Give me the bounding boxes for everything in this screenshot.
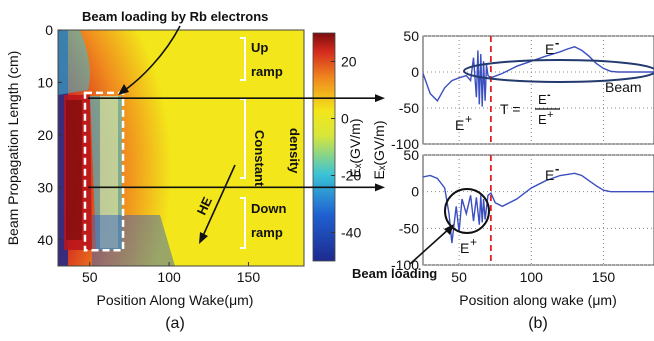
panel-a-axes: 50 100 150 0 10 20 30 40 bbox=[37, 22, 260, 285]
panel-b-ylabel: Eₓ(GV/m) bbox=[371, 120, 387, 179]
x-tick-label: 100 bbox=[157, 269, 181, 285]
colorbar-tick-label: -40 bbox=[341, 225, 361, 241]
beam-loading-label: Beam loading bbox=[352, 266, 437, 281]
x-tick-label: 100 bbox=[520, 269, 544, 285]
lineout-bottom-series bbox=[423, 172, 654, 244]
y-tick-label: 0 bbox=[45, 22, 53, 38]
constant-label-2: density bbox=[287, 128, 302, 174]
panel-b-letter: (b) bbox=[528, 315, 548, 332]
down-ramp-shade bbox=[92, 215, 175, 266]
x-tick-label: 50 bbox=[82, 269, 98, 285]
lineout-bottom-frame bbox=[422, 154, 654, 266]
beam-loading-arrowhead bbox=[444, 224, 454, 235]
x-tick-label: 50 bbox=[451, 269, 467, 285]
panel-b-xlabel: Position along wake (μm) bbox=[459, 292, 616, 308]
bottom-e-plus: E bbox=[460, 240, 469, 256]
beam-loading-title: Beam loading by Rb electrons bbox=[82, 9, 268, 24]
cut-arrowhead bbox=[375, 94, 385, 103]
x-tick-label: 150 bbox=[237, 269, 261, 285]
plasma-core-dark bbox=[66, 100, 82, 240]
y-tick-label: -50 bbox=[399, 100, 419, 116]
heatmap-frame bbox=[57, 29, 305, 267]
colorbar-ticks: 20 0 -20 -40 bbox=[331, 54, 361, 241]
cut-arrowhead bbox=[375, 183, 385, 192]
y-tick-label: 10 bbox=[37, 74, 53, 90]
beam-ellipse bbox=[463, 59, 654, 83]
bottom-e-plus-sup: + bbox=[470, 235, 477, 249]
top-e-minus-sup: - bbox=[555, 35, 559, 50]
panel-a-xlabel: Position Along Wake(μm) bbox=[97, 292, 254, 308]
cut-lines bbox=[88, 94, 385, 192]
wake-left-blue bbox=[58, 30, 68, 266]
up-ramp-label-1: Up bbox=[251, 40, 268, 55]
up-ramp-label-2: ramp bbox=[251, 64, 283, 79]
y-tick-label: 0 bbox=[411, 64, 419, 80]
ratio-num-sup: - bbox=[547, 89, 551, 101]
lineout-top-frame bbox=[422, 35, 654, 145]
top-e-minus: E bbox=[545, 41, 554, 57]
colorbar-tick-label: 0 bbox=[341, 111, 349, 127]
colorbar-tick-label: -20 bbox=[341, 168, 361, 184]
bottom-e-minus-sup: - bbox=[555, 161, 559, 176]
beam-loading-circle bbox=[444, 188, 490, 234]
colorbar bbox=[312, 32, 336, 262]
y-tick-label: 50 bbox=[403, 28, 419, 44]
bottom-e-minus: E bbox=[545, 167, 554, 183]
region-bracket bbox=[240, 37, 246, 249]
y-tick-label: -50 bbox=[399, 220, 419, 236]
ratio-den: E bbox=[538, 112, 547, 127]
top-e-plus: E bbox=[455, 117, 464, 133]
x-tick-label: 150 bbox=[592, 269, 616, 285]
panel-a: 50 100 150 0 10 20 30 40 20 0 -20 -40 Up ramp Cons… bbox=[5, 9, 363, 332]
y-tick-label: 20 bbox=[37, 127, 53, 143]
down-ramp-label-1: Down bbox=[251, 201, 286, 216]
he-label: HE bbox=[194, 194, 215, 217]
title-arrowhead bbox=[118, 84, 129, 95]
beam-loading-box bbox=[83, 91, 125, 252]
transformer-t: T = bbox=[500, 101, 520, 117]
panel-a-letter: (a) bbox=[165, 315, 185, 332]
ratio-num: E bbox=[538, 92, 547, 107]
beam-label: Beam bbox=[605, 79, 642, 95]
he-arrowhead bbox=[199, 232, 208, 244]
down-ramp-label-2: ramp bbox=[251, 225, 283, 240]
ratio-den-sup: + bbox=[547, 109, 553, 121]
y-tick-label: -100 bbox=[391, 136, 419, 152]
beam-loading-arrow bbox=[409, 227, 451, 265]
title-arrow bbox=[121, 25, 181, 93]
colorbar-tick-label: 20 bbox=[341, 54, 357, 70]
y-tick-label: 0 bbox=[411, 184, 419, 200]
colorbar-label: Eₓ(GV/m) bbox=[347, 118, 363, 177]
y-tick-label: 40 bbox=[37, 232, 53, 248]
he-arrow bbox=[201, 164, 236, 239]
top-e-plus-sup: + bbox=[465, 112, 472, 126]
panel-a-ylabel: Beam Propagation Length (cm) bbox=[5, 51, 21, 246]
y-tick-label: 30 bbox=[37, 179, 53, 195]
bright-filament-2 bbox=[100, 96, 118, 248]
early-ramp-region bbox=[58, 30, 90, 95]
constant-label-1: Constant bbox=[252, 130, 267, 187]
y-tick-label: 50 bbox=[403, 147, 419, 163]
